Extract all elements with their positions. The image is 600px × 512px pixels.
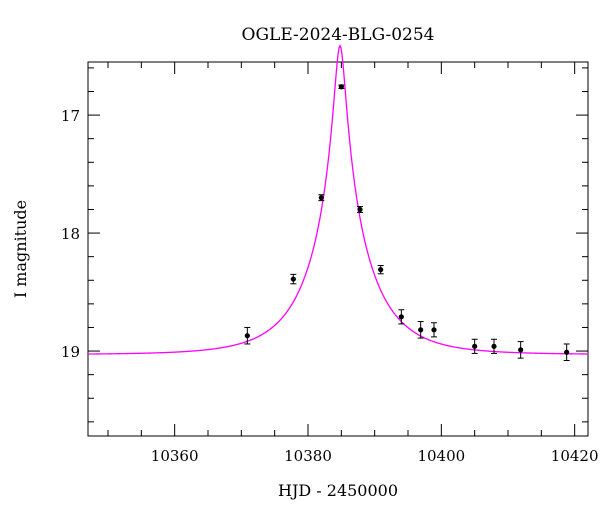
data-point — [418, 327, 424, 333]
y-axis-label: I magnitude — [11, 200, 30, 298]
y-tick-label: 18 — [61, 225, 80, 243]
x-tick-label: 10360 — [151, 447, 199, 465]
data-point — [518, 347, 524, 353]
data-point — [472, 343, 478, 349]
data-point — [491, 343, 497, 349]
data-point — [338, 84, 344, 90]
x-tick-label: 10400 — [417, 447, 465, 465]
data-point — [398, 314, 404, 320]
y-tick-label: 19 — [61, 343, 80, 361]
x-tick-label: 10420 — [551, 447, 599, 465]
data-point — [290, 276, 296, 282]
model-curve — [87, 44, 589, 355]
chart-title: OGLE-2024-BLG-0254 — [242, 25, 435, 45]
data-point — [244, 333, 250, 339]
data-point — [357, 206, 363, 213]
plot-area: 10360 10380 10400 10420 17 18 19 — [61, 44, 599, 465]
data-point — [564, 349, 570, 355]
data-point — [431, 327, 437, 333]
plot-frame — [87, 61, 589, 437]
x-axis-label: HJD - 2450000 — [278, 481, 398, 500]
y-tick-label: 17 — [61, 107, 80, 125]
x-tick-label: 10380 — [284, 447, 332, 465]
data-point — [378, 267, 384, 273]
data-point — [318, 195, 324, 201]
